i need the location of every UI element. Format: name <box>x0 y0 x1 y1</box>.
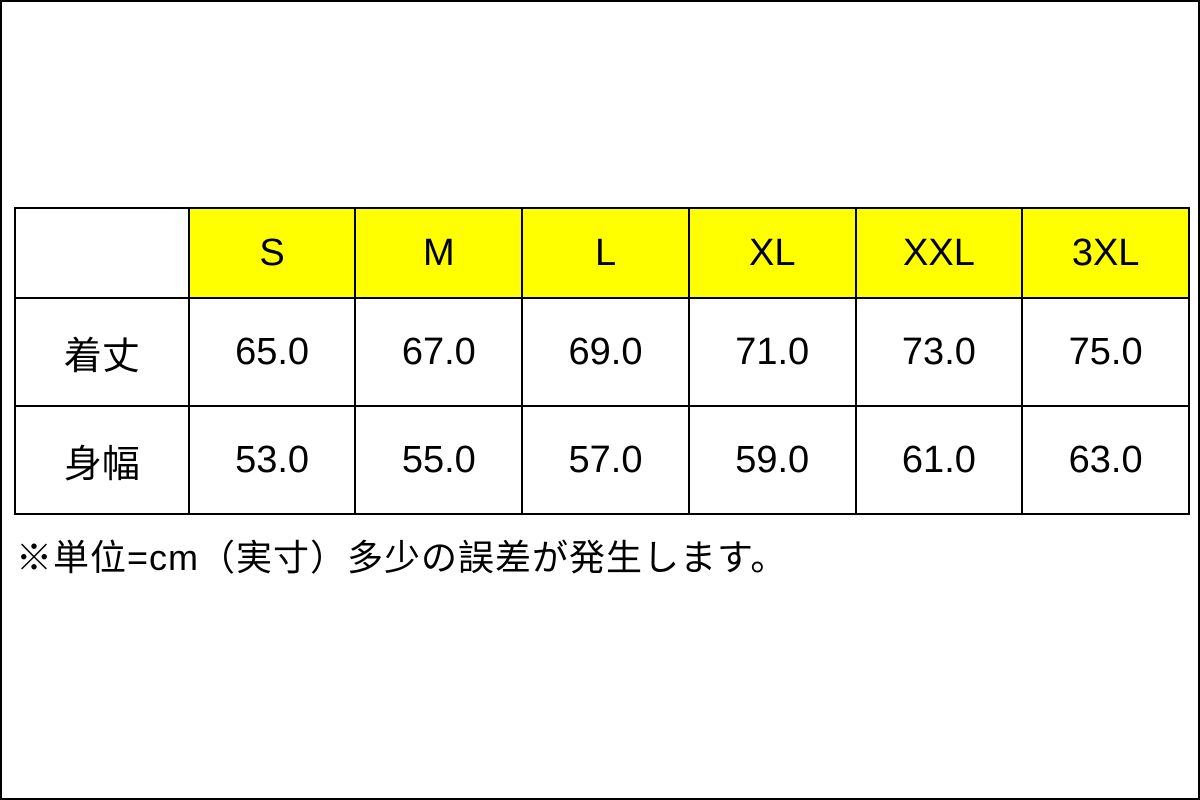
header-size-m: M <box>355 208 522 298</box>
cell: 63.0 <box>1022 406 1189 514</box>
cell: 67.0 <box>355 298 522 406</box>
cell: 61.0 <box>856 406 1023 514</box>
table-row: 着丈 65.0 67.0 69.0 71.0 73.0 75.0 <box>15 298 1189 406</box>
cell: 73.0 <box>856 298 1023 406</box>
content-wrap: S M L XL XXL 3XL 着丈 65.0 67.0 69.0 71.0 … <box>14 207 1190 581</box>
header-size-3xl: 3XL <box>1022 208 1189 298</box>
cell: 71.0 <box>689 298 856 406</box>
header-size-l: L <box>522 208 689 298</box>
size-chart-table: S M L XL XXL 3XL 着丈 65.0 67.0 69.0 71.0 … <box>14 207 1190 515</box>
header-size-s: S <box>189 208 356 298</box>
row-label-width: 身幅 <box>15 406 189 514</box>
header-size-xl: XL <box>689 208 856 298</box>
page-frame: S M L XL XXL 3XL 着丈 65.0 67.0 69.0 71.0 … <box>0 0 1200 800</box>
cell: 75.0 <box>1022 298 1189 406</box>
header-blank <box>15 208 189 298</box>
header-size-xxl: XXL <box>856 208 1023 298</box>
footnote-text: ※単位=cm（実寸）多少の誤差が発生します。 <box>14 529 1190 581</box>
table-header-row: S M L XL XXL 3XL <box>15 208 1189 298</box>
cell: 69.0 <box>522 298 689 406</box>
cell: 59.0 <box>689 406 856 514</box>
cell: 57.0 <box>522 406 689 514</box>
cell: 65.0 <box>189 298 356 406</box>
cell: 55.0 <box>355 406 522 514</box>
cell: 53.0 <box>189 406 356 514</box>
table-row: 身幅 53.0 55.0 57.0 59.0 61.0 63.0 <box>15 406 1189 514</box>
row-label-length: 着丈 <box>15 298 189 406</box>
